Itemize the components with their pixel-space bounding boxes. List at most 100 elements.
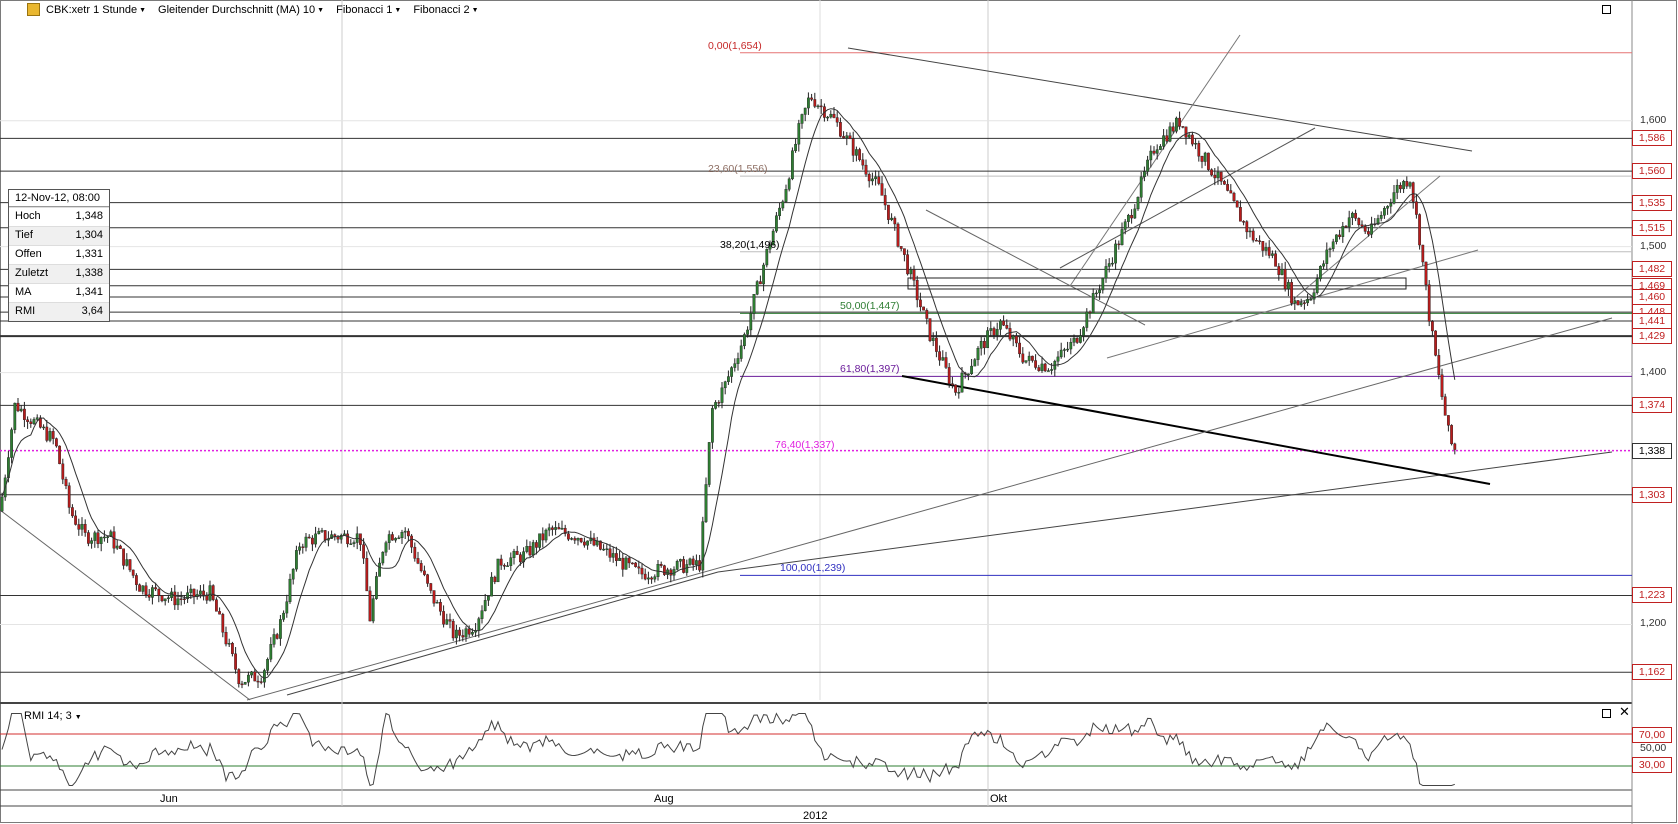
candle-body <box>451 620 455 639</box>
candle-body <box>1277 266 1281 275</box>
rmi-maximize-icon[interactable] <box>1602 709 1611 718</box>
candle-body <box>362 544 365 559</box>
candle-body <box>384 542 388 553</box>
candle-body <box>605 548 609 551</box>
candle-body <box>23 408 26 420</box>
price-level-label: 1,223 <box>1632 587 1672 604</box>
rmi-line <box>1 712 1455 787</box>
candle-body <box>70 507 74 517</box>
candle-body <box>547 527 551 531</box>
candle-body <box>797 123 801 145</box>
candle-body <box>1379 215 1383 219</box>
candle-body <box>845 135 849 139</box>
info-row-value: 1,348 <box>75 210 103 222</box>
candle-body <box>695 560 698 565</box>
candle-body <box>986 330 990 349</box>
candle-body <box>848 135 852 139</box>
candle-body <box>487 596 490 601</box>
info-row: Zuletzt 1,338 <box>9 264 109 283</box>
candle-body <box>1229 190 1233 194</box>
candle-body <box>1293 300 1297 304</box>
candle-body <box>224 632 228 645</box>
candle-body <box>938 351 942 361</box>
month-label-aug: Aug <box>654 793 674 805</box>
candle-body <box>128 559 132 571</box>
candlestick-series <box>0 92 1457 689</box>
candle-body <box>1386 206 1390 209</box>
fibonacci1-dropdown[interactable]: Fibonacci 1 ▼ <box>334 4 407 16</box>
candle-body <box>1363 225 1367 232</box>
instrument-dropdown[interactable]: CBK:xetr 1 Stunde ▼ <box>44 4 152 16</box>
candle-body <box>1341 225 1345 237</box>
candle-body <box>1120 229 1124 246</box>
candle-body <box>42 426 46 429</box>
candle-body <box>106 536 110 538</box>
candle-body <box>1315 278 1319 293</box>
rmi-indicator-dropdown[interactable]: RMI 14; 3 ▼ <box>24 710 82 722</box>
candle-body <box>1059 349 1063 358</box>
candle-body <box>663 565 666 575</box>
candle-body <box>714 402 718 409</box>
candle-body <box>448 619 452 622</box>
candle-body <box>832 113 836 118</box>
candle-body <box>637 566 641 569</box>
candle-body <box>211 585 215 600</box>
candle-body <box>733 363 737 368</box>
candle-body <box>922 306 926 311</box>
fibonacci2-dropdown[interactable]: Fibonacci 2 ▼ <box>411 4 484 16</box>
price-level-label: 1,586 <box>1632 130 1672 147</box>
candle-body <box>301 546 305 548</box>
candle-body <box>96 532 100 544</box>
rmi-level-label: 50,00 <box>1640 741 1667 754</box>
candle-body <box>368 590 372 622</box>
chevron-down-icon: ▼ <box>394 6 402 14</box>
candle-body <box>1274 253 1278 267</box>
month-label-jun: Jun <box>160 793 178 805</box>
candle-body <box>525 546 529 552</box>
candle-body <box>992 328 996 336</box>
price-level-label: 1,460 <box>1632 289 1672 306</box>
candle-body <box>253 671 257 682</box>
candle-body <box>1062 349 1066 351</box>
candle-body <box>403 530 407 533</box>
ma-indicator-dropdown[interactable]: Gleitender Durchschnitt (MA) 10 ▼ <box>156 4 330 16</box>
candle-body <box>682 559 686 573</box>
candle-body <box>691 558 695 565</box>
candle-body <box>1098 289 1102 294</box>
candle-body <box>1318 266 1322 280</box>
candle-body <box>1267 247 1271 256</box>
candle-body <box>579 538 583 543</box>
candle-body <box>1005 325 1009 329</box>
rmi-close-icon[interactable]: ✕ <box>1619 704 1630 719</box>
candle-body <box>967 373 970 376</box>
candle-body <box>839 122 842 137</box>
candle-body <box>631 562 634 565</box>
fibonacci1-label: Fibonacci 1 <box>336 4 393 16</box>
candle-body <box>583 541 586 546</box>
fibonacci-label: 50,00(1,447) <box>840 300 900 313</box>
candle-body <box>784 189 788 202</box>
candle-body <box>1072 337 1076 343</box>
candle-body <box>48 431 52 441</box>
maximize-icon[interactable] <box>1602 5 1611 14</box>
candle-body <box>208 585 212 601</box>
candle-body <box>659 564 663 566</box>
candle-body <box>1094 292 1098 295</box>
candle-body <box>45 426 49 441</box>
candle-body <box>109 531 113 537</box>
candle-body <box>182 598 186 600</box>
candle-body <box>1107 263 1111 267</box>
candle-body <box>909 269 913 275</box>
candle-body <box>743 334 746 347</box>
candle-body <box>90 540 94 544</box>
candle-body <box>531 542 535 556</box>
candle-body <box>1261 241 1265 251</box>
candle-body <box>730 367 734 377</box>
price-level-label: 1,162 <box>1632 664 1672 681</box>
candle-body <box>435 602 439 604</box>
candle-body <box>458 629 461 636</box>
candle-body <box>400 532 404 539</box>
candle-body <box>576 538 580 541</box>
candle-body <box>19 408 23 412</box>
